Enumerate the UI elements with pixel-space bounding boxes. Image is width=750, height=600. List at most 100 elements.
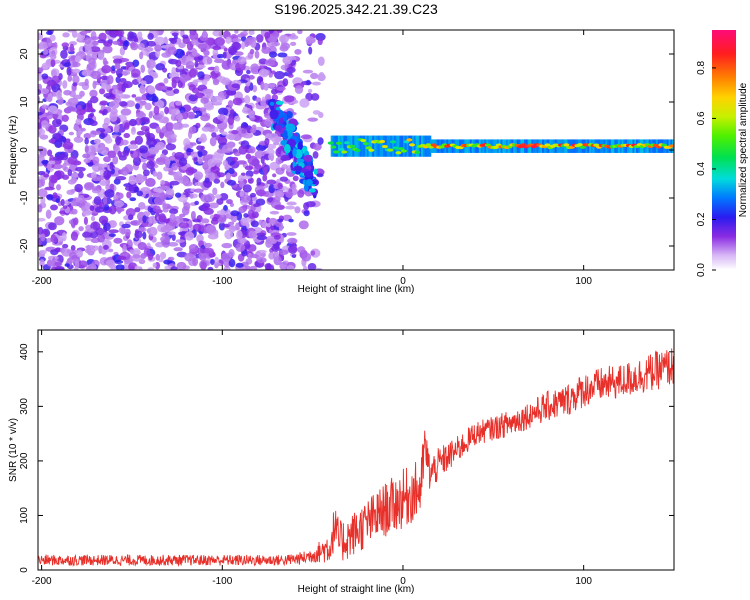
spectrogram-noise-blob: [140, 64, 146, 74]
spectrogram-noise-blob: [49, 34, 56, 42]
spectrogram-noise-blob: [77, 194, 85, 204]
spectrogram-noise-blob: [75, 166, 86, 172]
spectrogram-noise-blob: [176, 114, 184, 121]
spectrogram-noise-blob: [135, 111, 147, 119]
spectrogram-noise-blob: [146, 160, 155, 170]
spectrogram-noise-blob: [194, 61, 199, 68]
spectrogram-noise-blob: [121, 223, 131, 229]
spectrogram-noise-blob: [286, 232, 297, 236]
spectrogram-wisp-blob: [303, 154, 313, 163]
spectrogram-wisp-blob: [285, 123, 296, 133]
spectrogram-noise-blob: [61, 248, 72, 257]
spectrogram-noise-blob: [273, 234, 281, 240]
spectrogram-noise-blob: [67, 97, 79, 106]
spectrogram-noise-blob: [317, 137, 324, 145]
spectrogram-noise-blob: [148, 111, 153, 119]
spectrogram-carrier-band: [341, 135, 345, 157]
spectrogram-noise-blob: [147, 267, 155, 270]
spectrogram-noise-blob: [312, 110, 321, 115]
spectrogram-noise-blob: [197, 55, 204, 61]
spectrogram-noise-blob: [254, 50, 260, 59]
spectrogram-noise-blob: [46, 237, 52, 243]
spectrogram-noise-blob: [103, 92, 114, 99]
spectrogram-noise-blob: [232, 38, 242, 43]
spectrogram-noise-blob: [154, 36, 166, 45]
spectrogram-noise-blob: [191, 39, 198, 46]
spectrogram-noise-blob: [144, 128, 150, 138]
spectrogram-noise-blob: [169, 37, 178, 44]
spectrogram-x-tick-label: 100: [575, 276, 592, 287]
spectrogram-carrier-core: [409, 143, 416, 147]
spectrogram-noise-blob: [126, 239, 133, 249]
spectrogram-noise-blob: [225, 209, 231, 219]
spectrogram-noise-blob: [152, 205, 161, 213]
spectrogram-carrier-core: [493, 145, 500, 149]
spectrogram-noise-blob: [300, 134, 312, 140]
spectrogram-noise-blob: [251, 211, 259, 219]
spectrogram-noise-blob: [48, 222, 57, 231]
spectrogram-noise-blob: [231, 83, 240, 89]
spectrogram-noise-blob: [110, 108, 118, 115]
spectrogram-noise-blob: [268, 51, 278, 58]
spectrogram-noise-blob: [65, 138, 71, 143]
spectrogram-noise-blob: [102, 108, 108, 116]
spectrogram-noise-blob: [115, 264, 125, 270]
spectrogram-carrier-band: [361, 135, 365, 157]
spectrogram-noise-blob: [191, 107, 203, 111]
spectrogram-noise-blob: [97, 233, 106, 243]
spectrogram-noise-blob: [294, 49, 302, 55]
spectrogram-noise-blob: [39, 134, 49, 140]
spectrogram-noise-blob: [218, 107, 229, 116]
spectrogram-noise-blob: [60, 198, 65, 207]
spectrogram-noise-blob: [268, 133, 279, 138]
spectrogram-noise-blob: [38, 89, 42, 95]
spectrogram-noise-blob: [70, 231, 79, 241]
spectrogram-noise-blob: [146, 138, 157, 147]
spectrogram-noise-blob: [260, 252, 266, 258]
spectrogram-noise-blob: [58, 72, 63, 81]
spectrogram-noise-blob: [274, 71, 285, 80]
spectrogram-wisp-blob: [269, 109, 279, 120]
spectrogram-noise-blob: [103, 41, 113, 47]
spectrogram-noise-blob: [134, 207, 141, 213]
spectrogram-noise-blob: [122, 71, 128, 76]
spectrogram-noise-blob: [74, 55, 82, 63]
spectrogram-noise-blob: [84, 202, 91, 210]
spectrogram-noise-blob: [138, 201, 146, 210]
spectrogram-noise-blob: [262, 174, 268, 182]
spectrogram-noise-blob: [38, 88, 50, 95]
spectrogram-noise-blob: [56, 184, 62, 191]
spectrogram-noise-blob: [107, 150, 117, 158]
snr-x-label: Height of straight line (km): [298, 584, 415, 595]
spectrogram-carrier-band: [386, 135, 390, 157]
spectrogram-noise-blob: [207, 158, 217, 168]
spectrogram-noise-blob: [268, 217, 278, 225]
spectrogram-noise-blob: [200, 97, 209, 104]
spectrogram-noise-blob: [265, 93, 272, 101]
spectrogram-noise-blob: [50, 59, 56, 68]
spectrogram-noise-blob: [175, 59, 182, 68]
colorbar-gradient: [712, 30, 736, 270]
spectrogram-noise-blob: [141, 222, 149, 228]
spectrogram-noise-blob: [228, 134, 235, 141]
spectrogram-carrier-band: [354, 135, 358, 157]
spectrogram-noise-blob: [109, 114, 118, 122]
spectrogram-noise-blob: [307, 88, 313, 93]
spectrogram-noise-blob: [178, 157, 188, 167]
spectrogram-noise-blob: [204, 177, 210, 184]
spectrogram-noise-blob: [286, 265, 295, 270]
spectrogram-noise-blob: [264, 182, 269, 188]
spectrogram-noise-blob: [103, 204, 110, 211]
spectrogram-noise-blob: [191, 48, 198, 57]
spectrogram-noise-blob: [142, 169, 150, 177]
spectrogram-noise-blob: [235, 61, 246, 72]
spectrogram-noise-blob: [197, 71, 205, 79]
spectrogram-noise-blob: [247, 155, 258, 165]
spectrogram-noise-blob: [216, 210, 227, 216]
spectrogram-noise-blob: [38, 204, 43, 213]
spectrogram-wisp-blob: [288, 150, 294, 159]
spectrogram-noise-blob: [55, 247, 60, 252]
spectrogram-noise-blob: [156, 171, 163, 180]
colorbar-tick-label: 0.6: [696, 111, 707, 125]
